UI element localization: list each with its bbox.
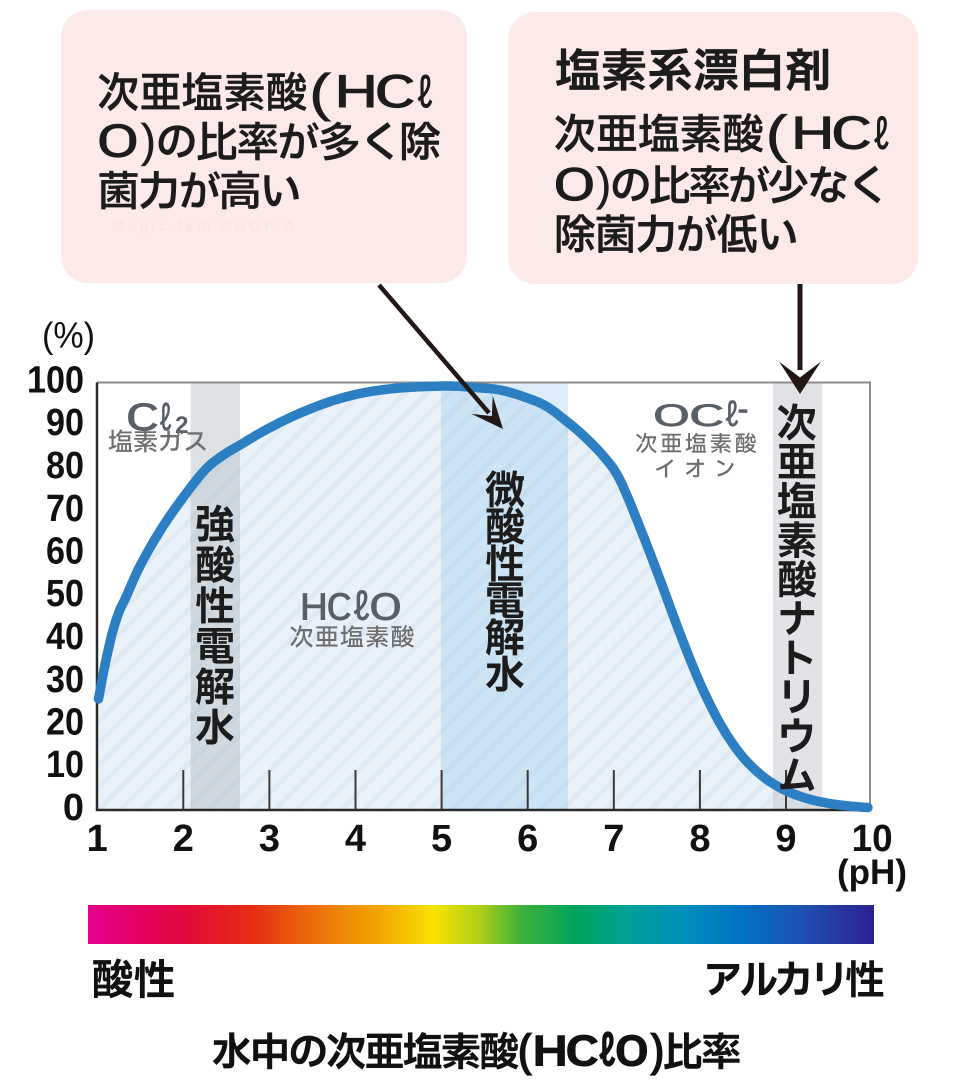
svg-text:1: 1 — [87, 818, 108, 860]
svg-text:2: 2 — [175, 412, 188, 439]
svg-text:4: 4 — [345, 818, 366, 860]
svg-text:40: 40 — [46, 616, 84, 658]
svg-text:(pH): (pH) — [837, 853, 907, 892]
svg-text:100: 100 — [27, 360, 84, 402]
svg-text:10: 10 — [852, 818, 893, 860]
svg-text:7: 7 — [603, 818, 624, 860]
svg-text:9: 9 — [775, 818, 796, 860]
svg-text:5: 5 — [431, 818, 452, 860]
svg-text:10: 10 — [46, 744, 84, 786]
svg-text:30: 30 — [46, 659, 84, 701]
svg-text:70: 70 — [46, 488, 84, 530]
svg-text:0: 0 — [63, 787, 84, 829]
svg-text:6: 6 — [517, 818, 538, 860]
svg-text:8: 8 — [689, 818, 710, 860]
svg-text:2: 2 — [173, 818, 194, 860]
svg-text:3: 3 — [259, 818, 280, 860]
svg-text:80: 80 — [46, 445, 84, 487]
svg-text:20: 20 — [46, 702, 84, 744]
svg-text:90: 90 — [46, 402, 84, 444]
svg-text:50: 50 — [46, 573, 84, 615]
svg-text:Magic-tem SHOP A: Magic-tem SHOP A — [112, 218, 298, 235]
svg-text:(%): (%) — [42, 315, 95, 356]
svg-text:60: 60 — [46, 531, 84, 573]
